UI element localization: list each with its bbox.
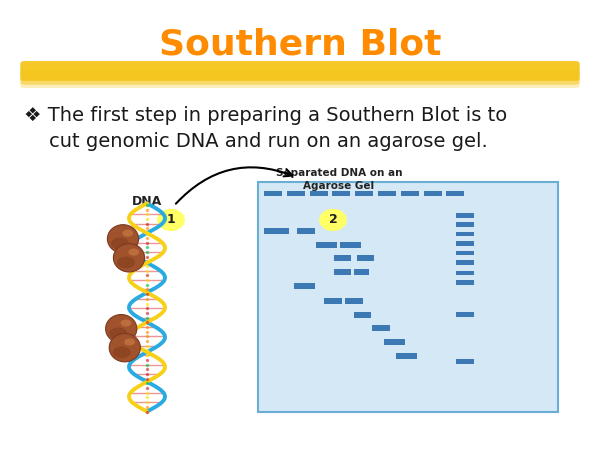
Ellipse shape [113,346,131,359]
Ellipse shape [107,225,139,253]
Bar [384,339,405,345]
Bar [456,222,474,227]
Text: ❖ The first step in preparing a Southern Blot is to: ❖ The first step in preparing a Southern… [24,106,507,125]
Text: 2: 2 [329,213,337,227]
Bar [357,255,374,261]
Bar [294,283,315,289]
Text: DNA: DNA [132,194,162,208]
Ellipse shape [122,229,133,237]
Bar [355,191,373,196]
Bar [456,232,474,236]
Bar [456,241,474,246]
Bar [332,191,350,196]
Ellipse shape [111,238,129,250]
Ellipse shape [113,244,145,272]
Bar [401,191,419,196]
Bar [287,191,305,196]
Ellipse shape [128,249,139,255]
FancyBboxPatch shape [20,70,580,85]
Bar [324,298,342,304]
FancyBboxPatch shape [20,61,580,81]
Bar [340,242,361,248]
Text: 1: 1 [167,213,175,227]
Bar [456,280,474,285]
Ellipse shape [124,339,135,345]
Bar [456,271,474,275]
Ellipse shape [109,333,140,362]
Bar [316,242,337,248]
Bar [456,260,474,265]
Text: Southern Blot: Southern Blot [159,28,441,62]
Ellipse shape [109,328,127,340]
Ellipse shape [117,256,135,268]
Bar [456,312,474,317]
Bar [456,213,474,218]
Bar [446,191,464,196]
Text: Separated DNA on an
Agarose Gel: Separated DNA on an Agarose Gel [276,168,402,192]
Bar [297,228,315,234]
Bar [456,251,474,255]
FancyBboxPatch shape [20,63,580,76]
Bar [310,191,328,196]
Ellipse shape [106,315,137,343]
Bar [264,191,282,196]
Bar [354,269,369,275]
Bar [334,269,351,275]
Bar [354,312,371,318]
Bar [424,191,442,196]
Circle shape [158,210,184,230]
Bar [372,325,390,331]
Bar [258,182,558,412]
FancyArrowPatch shape [176,167,292,204]
Bar [264,228,289,234]
Bar [378,191,396,196]
Bar [456,359,474,364]
FancyBboxPatch shape [20,77,580,88]
Bar [345,298,363,304]
Ellipse shape [121,320,131,326]
Bar [396,353,417,359]
Text: cut genomic DNA and run on an agarose gel.: cut genomic DNA and run on an agarose ge… [24,132,488,151]
Bar [334,255,351,261]
Circle shape [320,210,346,230]
